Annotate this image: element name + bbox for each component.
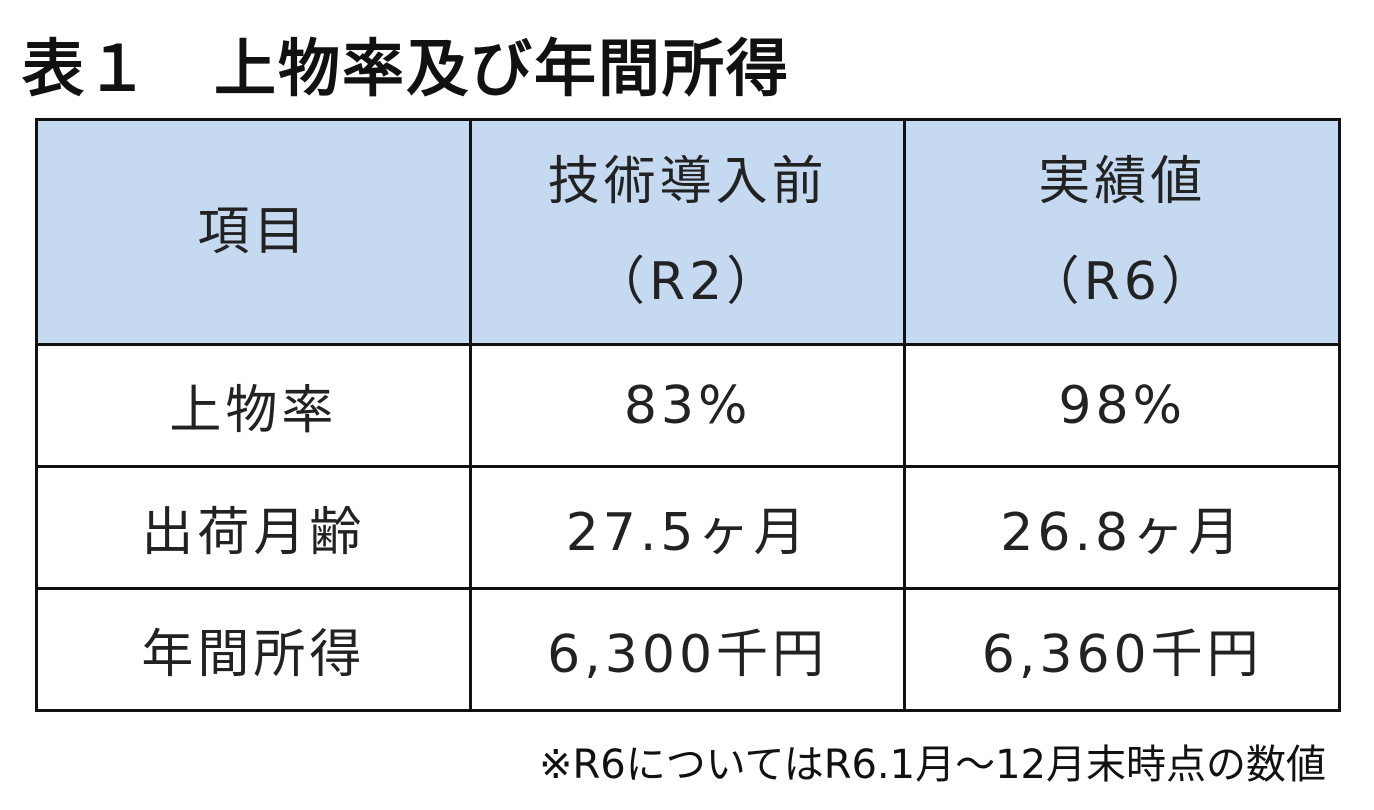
header-text: （R6）	[1027, 252, 1217, 312]
header-text: 実績値	[1038, 152, 1207, 212]
cell: 27.5ヶ月	[468, 465, 907, 590]
cell: 6,300千円	[468, 587, 907, 712]
table-row: 年間所得 6,300千円 6,360千円	[35, 587, 1341, 712]
footnote: ※R6についてはR6.1月～12月末時点の数値	[538, 742, 1326, 788]
cell: 26.8ヶ月	[903, 465, 1341, 590]
cell: 6,360千円	[903, 587, 1341, 712]
header-row: 項目 技術導入前 （R2） 実績値 （R6）	[35, 118, 1341, 346]
row-label: 出荷月齢	[35, 465, 472, 590]
row-label: 年間所得	[35, 587, 472, 712]
header-cell: 実績値 （R6）	[903, 118, 1341, 346]
header-cell: 項目	[35, 118, 472, 346]
row-label: 上物率	[35, 343, 472, 468]
header-text: 項目	[197, 202, 310, 262]
table-body: 上物率 83% 98% 出荷月齢 27.5ヶ月 26.8ヶ月 年間所得 6,300千円 6,36…	[35, 343, 1341, 712]
header-text: （R2）	[592, 252, 783, 312]
table-row: 上物率 83% 98%	[35, 343, 1341, 468]
cell: 83%	[468, 343, 907, 468]
table-row: 出荷月齢 27.5ヶ月 26.8ヶ月	[35, 465, 1341, 590]
header-text: 技術導入前	[547, 152, 828, 212]
title: 表１ 上物率及び年間所得	[22, 32, 791, 105]
table: 項目 技術導入前 （R2） 実績値 （R6） 上物率 83% 98% 出荷月齢 27.5ヶ月 26…	[35, 118, 1341, 712]
header-cell: 技術導入前 （R2）	[468, 118, 907, 346]
cell: 98%	[903, 343, 1341, 468]
